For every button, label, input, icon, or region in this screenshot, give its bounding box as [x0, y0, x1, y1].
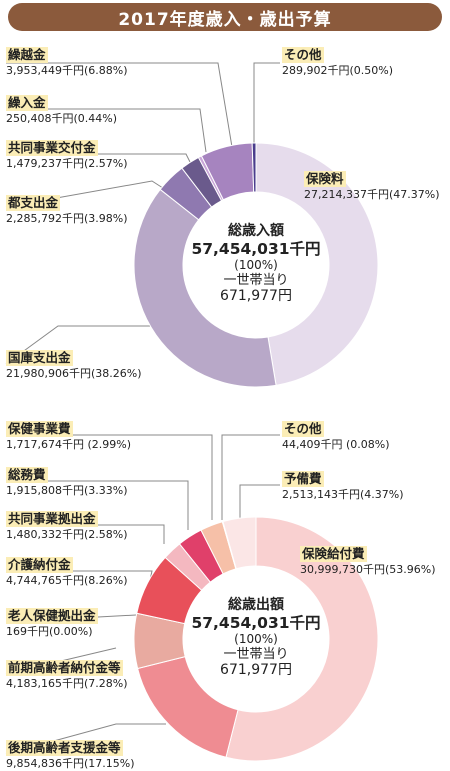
- slice-value: 1,480,332千円(2.58%): [6, 528, 128, 541]
- slice-name: 保健事業費: [6, 421, 73, 437]
- slice-name: 繰越金: [6, 47, 48, 63]
- center-per-household-value: 671,977円: [220, 288, 292, 305]
- expenditure-label-somu: 総務費 1,915,808千円(3.33%): [6, 464, 128, 498]
- slice-name: 老人保健拠出金: [6, 608, 98, 624]
- slice-name: 都支出金: [6, 195, 61, 211]
- expenditure-label-koki: 後期高齢者支援金等 9,854,836千円(17.15%): [6, 737, 135, 771]
- center-per-household-value: 671,977円: [220, 662, 292, 679]
- revenue-label-sonota: その他 289,902千円(0.50%): [282, 44, 393, 78]
- slice-value: 4,183,165千円(7.28%): [6, 677, 128, 690]
- revenue-label-kokko: 国庫支出金 21,980,906千円(38.26%): [6, 347, 142, 381]
- slice-value: 30,999,730千円(53.96%): [300, 563, 436, 576]
- page-title: 2017年度歳入・歳出予算: [8, 3, 442, 31]
- slice-name: その他: [282, 421, 324, 437]
- slice-value: 27,214,337千円(47.37%): [304, 188, 440, 201]
- slice-name: 前期高齢者納付金等: [6, 660, 123, 676]
- slice-name: 介護納付金: [6, 557, 73, 573]
- slice-value: 21,980,906千円(38.26%): [6, 367, 142, 380]
- expenditure-donut: [133, 516, 379, 762]
- slice-value: 250,408千円(0.44%): [6, 112, 118, 125]
- slice-name: 総務費: [6, 467, 48, 483]
- donut-slice: [225, 516, 379, 762]
- slice-value: 44,409千円 (0.08%): [282, 438, 390, 451]
- slice-value: 1,717,674千円 (2.99%): [6, 438, 132, 451]
- center-amount: 57,454,031千円: [191, 239, 321, 258]
- expenditure-center-text: 総歳出額 57,454,031千円 (100%) 一世帯当り 671,977円: [185, 597, 327, 679]
- revenue-label-kurikoshi: 繰越金 3,953,449千円(6.88%): [6, 44, 128, 78]
- leader-line: [6, 480, 189, 530]
- slice-name: その他: [282, 47, 324, 63]
- center-percent: (100%): [234, 258, 278, 273]
- slice-value: 3,953,449千円(6.88%): [6, 64, 128, 77]
- slice-name: 後期高齢者支援金等: [6, 740, 123, 756]
- leader-line: [253, 62, 280, 145]
- revenue-label-to: 都支出金 2,285,792千円(3.98%): [6, 192, 128, 226]
- slice-name: 保険料: [304, 171, 346, 187]
- slice-value: 9,854,836千円(17.15%): [6, 757, 135, 770]
- revenue-label-hokenryo: 保険料 27,214,337千円(47.37%): [304, 168, 440, 202]
- slice-name: 共同事業交付金: [6, 140, 98, 156]
- slice-name: 共同事業拠出金: [6, 511, 98, 527]
- center-title: 総歳入額: [228, 223, 284, 239]
- center-amount: 57,454,031千円: [191, 613, 321, 632]
- donut-slice: [133, 188, 277, 388]
- slice-value: 4,744,765千円(8.26%): [6, 574, 128, 587]
- slice-value: 169千円(0.00%): [6, 625, 93, 638]
- center-per-household-label: 一世帯当り: [223, 272, 289, 288]
- expenditure-label-kyodo: 共同事業拠出金 1,480,332千円(2.58%): [6, 508, 128, 542]
- expenditure-label-hoken-kyufu: 保険給付費 30,999,730千円(53.96%): [300, 543, 436, 577]
- center-per-household-label: 一世帯当り: [223, 646, 289, 662]
- slice-value: 289,902千円(0.50%): [282, 64, 394, 77]
- donut-slice: [222, 516, 257, 570]
- expenditure-label-zenki: 前期高齢者納付金等 4,183,165千円(7.28%): [6, 657, 128, 691]
- leader-line: [221, 434, 280, 520]
- leader-line: [6, 108, 207, 153]
- revenue-center-text: 総歳入額 57,454,031千円 (100%) 一世帯当り 671,977円: [185, 223, 327, 305]
- slice-name: 保険給付費: [300, 546, 367, 562]
- leader-line: [6, 434, 213, 520]
- expenditure-label-sonota: その他 44,409千円 (0.08%): [282, 418, 390, 452]
- slice-name: 国庫支出金: [6, 350, 73, 366]
- revenue-label-kuriire: 繰入金 250,408千円(0.44%): [6, 92, 117, 126]
- donut-slice: [251, 142, 257, 193]
- expenditure-label-kaigo: 介護納付金 4,744,765千円(8.26%): [6, 554, 128, 588]
- expenditure-label-rojin: 老人保健拠出金 169千円(0.00%): [6, 605, 98, 639]
- expenditure-label-hoken-jigyo: 保健事業費 1,717,674千円 (2.99%): [6, 418, 131, 452]
- slice-value: 1,915,808千円(3.33%): [6, 484, 128, 497]
- donut-slice: [255, 142, 379, 386]
- slice-value: 2,285,792千円(3.98%): [6, 212, 128, 225]
- revenue-label-kyodo: 共同事業交付金 1,479,237千円(2.57%): [6, 137, 128, 171]
- center-title: 総歳出額: [228, 597, 284, 613]
- leader-line: [239, 484, 280, 520]
- revenue-donut: [133, 142, 379, 388]
- expenditure-label-yobi: 予備費 2,513,143千円(4.37%): [282, 468, 404, 502]
- leader-line: [6, 62, 233, 148]
- center-percent: (100%): [234, 632, 278, 647]
- slice-name: 予備費: [282, 471, 324, 487]
- slice-name: 繰入金: [6, 95, 48, 111]
- slice-value: 2,513,143千円(4.37%): [282, 488, 404, 501]
- slice-value: 1,479,237千円(2.57%): [6, 157, 128, 170]
